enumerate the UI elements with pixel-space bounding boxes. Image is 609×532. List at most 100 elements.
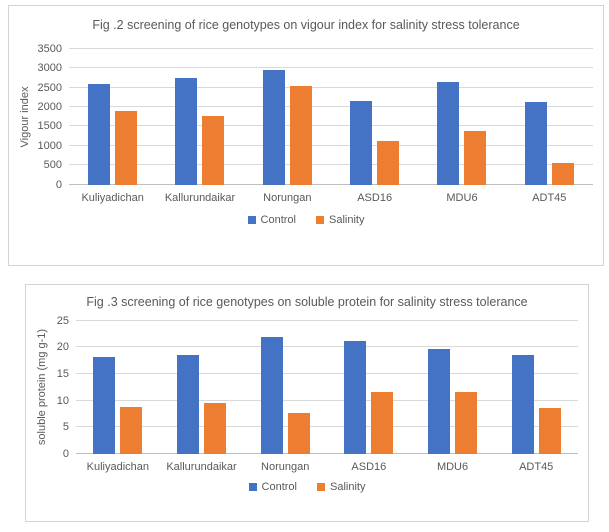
legend: Control Salinity	[9, 214, 603, 226]
legend-label: Control	[260, 213, 296, 226]
x-axis-category-label: Norungan	[263, 191, 312, 204]
y-axis-tick-label: 1000	[37, 139, 62, 152]
y-axis-tick-label: 3000	[37, 62, 62, 75]
legend-label: Salinity	[329, 213, 365, 226]
bar-group-kuliyadichan	[76, 321, 160, 454]
control-bar	[511, 355, 534, 454]
control-bar	[437, 81, 460, 185]
salinity-bar	[287, 412, 310, 454]
control-bar	[350, 101, 373, 185]
salinity-bar	[115, 110, 138, 185]
y-axis-title-text: soluble protein (mg g-1)	[36, 329, 48, 446]
gridline	[76, 319, 578, 321]
bar-group-mdu6	[418, 49, 505, 185]
gridline	[76, 346, 578, 348]
y-axis-tick-label: 1500	[37, 120, 62, 133]
gridline	[69, 144, 593, 146]
x-axis-category-label: ASD16	[351, 460, 387, 473]
gridline	[69, 125, 593, 127]
bar-group-asd16	[331, 49, 418, 185]
gridline	[69, 86, 593, 88]
control-bar	[262, 70, 285, 185]
legend-swatch-icon	[317, 482, 325, 491]
legend-label: Control	[261, 480, 297, 493]
gridline	[69, 164, 593, 166]
x-axis-category-label: MDU6	[446, 191, 478, 204]
y-axis-tick-label: 3500	[37, 42, 62, 55]
gridline	[69, 67, 593, 69]
plot-region: soluble protein (mg g-1) 0 5 10 15 20 25	[26, 315, 588, 460]
x-axis-line	[69, 183, 593, 185]
legend-item-control: Control	[247, 213, 296, 226]
y-axis-tick-label: 25	[56, 314, 69, 327]
legend-item-salinity: Salinity	[317, 481, 365, 493]
control-bar	[175, 77, 198, 185]
y-axis-tick-label: 500	[43, 159, 62, 172]
control-bar	[260, 336, 283, 454]
y-axis-tick-labels: 0 500 1000 1500 2000 2500 3000 3500	[33, 43, 69, 191]
salinity-bar	[204, 403, 226, 454]
x-axis-category-label: Kallurundaikar	[164, 191, 236, 204]
control-bar	[524, 102, 547, 185]
plot-area	[76, 319, 578, 454]
plot-region: Vigour index 0 500 1000 1500 2000 2500 3000 350…	[9, 43, 603, 191]
y-axis-title: Vigour index	[17, 49, 33, 185]
bar-series	[69, 49, 593, 185]
y-axis-tick-label: 20	[56, 341, 69, 354]
gridline	[76, 426, 578, 428]
salinity-bar	[377, 140, 400, 185]
chart-title: Fig .2 screening of rice genotypes on vi…	[92, 18, 520, 32]
bar-group-norungan	[243, 321, 327, 454]
y-axis-tick-label: 10	[56, 394, 69, 407]
salinity-bar	[455, 391, 478, 454]
bar-group-kallurundaikar	[156, 49, 243, 185]
figure-2-vigour-index-chart: Fig .2 screening of rice genotypes on vi…	[8, 5, 604, 266]
x-axis-category-labels: Kuliyadichan Kallurundaikar Norungan ASD16 M…	[69, 185, 593, 204]
y-axis-tick-label: 2000	[37, 101, 62, 114]
x-axis-category-label: MDU6	[436, 460, 469, 473]
control-bar	[93, 356, 116, 454]
bar-group-kallurundaikar	[160, 321, 244, 454]
legend-swatch-icon	[316, 215, 324, 224]
x-axis-category-label: ADT45	[519, 460, 554, 473]
gridline	[69, 106, 593, 108]
control-bar	[88, 83, 111, 185]
legend: Control Salinity	[26, 481, 588, 493]
salinity-bar	[371, 391, 394, 454]
x-axis-category-label: Kuliyadichan	[86, 460, 150, 473]
x-axis-category-label: Kallurundaikar	[166, 460, 237, 473]
salinity-bar	[202, 115, 225, 185]
y-axis-tick-label: 0	[55, 178, 62, 191]
legend-swatch-icon	[248, 482, 257, 491]
y-axis-title: soluble protein (mg g-1)	[34, 321, 50, 454]
y-axis-tick-label: 2500	[37, 81, 62, 94]
gridline	[76, 399, 578, 401]
x-axis-category-label: ASD16	[357, 191, 393, 204]
bar-group-adt45	[506, 49, 593, 185]
control-bar	[428, 348, 451, 454]
x-axis-category-label: ADT45	[532, 191, 567, 204]
salinity-bar	[464, 131, 487, 185]
bar-series	[76, 321, 578, 454]
x-axis-category-label: Norungan	[261, 460, 310, 473]
legend-label: Salinity	[330, 480, 366, 493]
plot-area	[69, 47, 593, 185]
y-axis-tick-label: 15	[56, 367, 69, 380]
control-bar	[177, 354, 199, 454]
salinity-bar	[120, 407, 143, 454]
y-axis-tick-labels: 0 5 10 15 20 25	[50, 315, 76, 460]
legend-swatch-icon	[247, 215, 256, 224]
bar-group-norungan	[244, 49, 331, 185]
control-bar	[344, 340, 367, 454]
bar-group-mdu6	[411, 321, 495, 454]
legend-item-control: Control	[248, 480, 297, 493]
salinity-bar	[551, 163, 574, 185]
legend-item-salinity: Salinity	[316, 214, 364, 226]
figure-3-soluble-protein-chart: Fig .3 screening of rice genotypes on so…	[25, 284, 589, 522]
x-axis-category-labels: Kuliyadichan Kallurundaikar Norungan ASD16 M…	[76, 454, 578, 473]
gridline	[76, 372, 578, 374]
salinity-bar	[538, 408, 561, 454]
bar-group-asd16	[327, 321, 411, 454]
y-axis-title-text: Vigour index	[19, 86, 31, 148]
y-axis-tick-label: 0	[62, 447, 69, 460]
